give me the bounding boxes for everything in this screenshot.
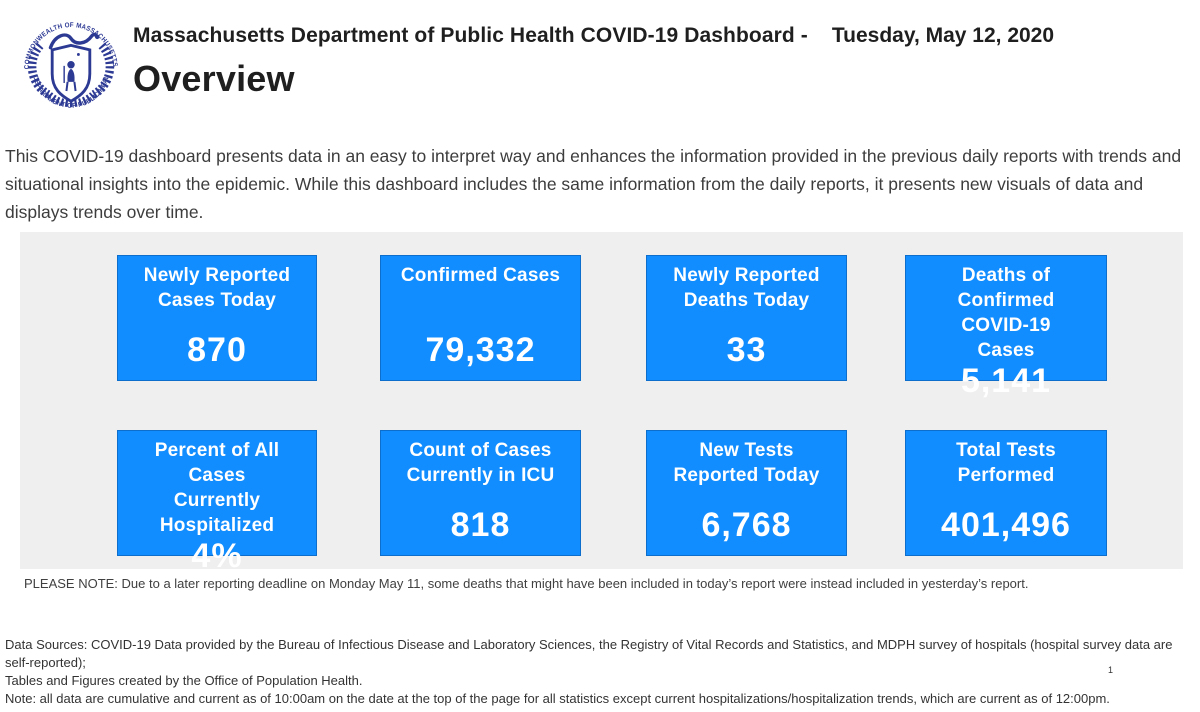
- tile-new-tests[interactable]: New Tests Reported Today 6,768: [646, 430, 847, 556]
- dashboard-title: Massachusetts Department of Public Healt…: [133, 24, 808, 47]
- tile-total-tests[interactable]: Total Tests Performed 401,496: [905, 430, 1107, 556]
- tile-label: Newly Reported Deaths Today: [673, 265, 820, 311]
- tile-value: 818: [450, 506, 511, 544]
- tile-label: Percent of All Cases Currently Hospitali…: [154, 440, 280, 536]
- tile-value: 401,496: [941, 506, 1071, 544]
- tile-value: 6,768: [701, 506, 792, 544]
- tile-value: 33: [726, 331, 767, 369]
- tile-percent-hospitalized[interactable]: Percent of All Cases Currently Hospitali…: [117, 430, 317, 574]
- tile-label: New Tests Reported Today: [673, 440, 820, 486]
- data-sources-text-line2: Tables and Figures created by the Office…: [5, 673, 363, 688]
- tile-newly-reported-cases[interactable]: Newly Reported Cases Today 870: [117, 255, 317, 381]
- tile-label: Total Tests Performed: [956, 440, 1056, 486]
- tile-newly-reported-deaths[interactable]: Newly Reported Deaths Today 33: [646, 255, 847, 381]
- seal-shield: [50, 43, 92, 103]
- tile-label: Confirmed Cases: [400, 265, 561, 286]
- report-date: Tuesday, May 12, 2020: [831, 24, 1055, 47]
- seal-graphic: COMMONWEALTH OF MASSACHUSETTS DEPARTMENT…: [12, 5, 118, 110]
- footer-notes: Data Sources: COVID-19 Data provided by …: [5, 636, 1185, 708]
- tile-label: Newly Reported Cases Today: [143, 265, 291, 311]
- tile-deaths-confirmed-cases[interactable]: Deaths of Confirmed COVID-19 Cases 5,141: [905, 255, 1107, 399]
- page-title: Overview: [133, 58, 295, 99]
- seal-wreath: [27, 42, 115, 108]
- tile-value: 5,141: [960, 362, 1052, 400]
- data-sources-text: Data Sources: COVID-19 Data provided by …: [5, 637, 1173, 670]
- tile-value: 79,332: [425, 331, 536, 369]
- tile-confirmed-cases[interactable]: Confirmed Cases 79,332: [380, 255, 581, 381]
- intro-paragraph: This COVID-19 dashboard presents data in…: [5, 146, 1182, 222]
- page-number: 1: [1108, 665, 1114, 675]
- tile-value: 4%: [191, 537, 243, 575]
- mass-dph-seal-logo: COMMONWEALTH OF MASSACHUSETTS DEPARTMENT…: [12, 5, 128, 127]
- please-note-text: PLEASE NOTE: Due to a later reporting de…: [24, 576, 1029, 591]
- tile-value: 870: [187, 331, 247, 369]
- tile-label: Deaths of Confirmed COVID-19 Cases: [957, 265, 1055, 361]
- header: Massachusetts Department of Public Healt…: [133, 24, 1183, 100]
- kpi-panel: Newly Reported Cases Today 870 Confirmed…: [20, 232, 1183, 574]
- tile-label: Count of Cases Currently in ICU: [406, 440, 555, 486]
- seal-serpent-icon: [48, 32, 100, 50]
- cumulative-note-text: Note: all data are cumulative and curren…: [5, 691, 1110, 706]
- tile-cases-in-icu[interactable]: Count of Cases Currently in ICU 818: [380, 430, 581, 556]
